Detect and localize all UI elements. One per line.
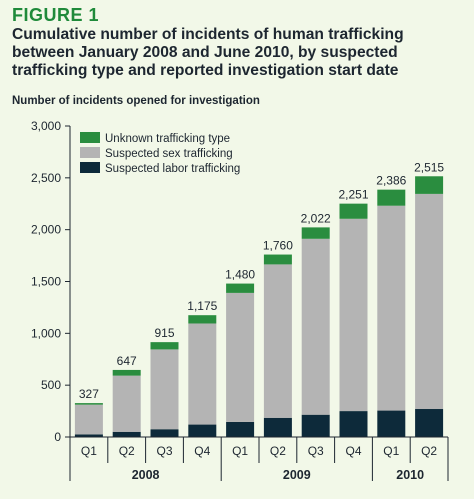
bar-total-label: 2,251: [338, 188, 368, 202]
y-axis-label: Number of incidents opened for investiga…: [12, 95, 260, 107]
bar-segment-unknown: [377, 189, 406, 206]
bar-segment-sex: [415, 193, 444, 410]
y-tick-label: 1,000: [31, 326, 61, 340]
bar-segment-sex: [301, 238, 330, 415]
y-tick-label: 1,500: [31, 275, 61, 289]
bar-segment-unknown: [263, 254, 292, 265]
bar-segment-sex: [150, 349, 179, 430]
chart-svg: Number of incidents opened for investiga…: [12, 95, 449, 482]
legend-label-labor: Suspected labor trafficking: [105, 163, 240, 175]
bar-segment-labor: [415, 409, 444, 437]
bar-total-label: 915: [154, 326, 174, 340]
x-tick-label: Q2: [270, 444, 286, 458]
bar-segment-unknown: [112, 369, 141, 376]
bar-segment-labor: [74, 434, 103, 437]
legend-swatch-labor: [80, 162, 100, 173]
x-tick-label: Q1: [383, 444, 399, 458]
legend-label-sex: Suspected sex trafficking: [105, 148, 233, 160]
bar-segment-labor: [112, 431, 141, 437]
bar-segment-sex: [377, 205, 406, 411]
bar-segment-labor: [263, 417, 292, 437]
bar-total-label: 1,480: [225, 268, 255, 282]
bar-total-label: 2,515: [414, 160, 444, 174]
bar-segment-sex: [74, 404, 103, 435]
x-tick-label: Q2: [119, 444, 135, 458]
x-tick-label: Q4: [194, 444, 210, 458]
y-tick-label: 2,500: [31, 171, 61, 185]
legend-label-unknown: Unknown trafficking type: [105, 133, 230, 145]
bar-segment-unknown: [188, 315, 217, 324]
bar-segment-unknown: [150, 342, 179, 350]
bar-total-label: 2,386: [376, 174, 406, 188]
year-label: 2008: [132, 468, 160, 482]
x-axis: Q1 Q2 Q3 Q4 Q1 Q2 Q3 Q4 Q1 Q2 2008 2009 2010: [69, 436, 449, 482]
year-label: 2009: [283, 468, 311, 482]
bar-segment-labor: [188, 424, 217, 437]
bar-segment-sex: [339, 218, 368, 412]
bar-segment-unknown: [301, 227, 330, 239]
chart: Number of incidents opened for investiga…: [0, 88, 474, 494]
bar-total-label: 327: [79, 387, 99, 401]
y-tick-label: 3,000: [31, 119, 61, 133]
bar-segment-sex: [226, 292, 255, 422]
y-tick-label: 0: [54, 430, 61, 444]
x-tick-label: Q1: [81, 444, 97, 458]
bar-segment-labor: [150, 429, 179, 437]
x-tick-label: Q3: [156, 444, 172, 458]
bar-segment-labor: [377, 410, 406, 437]
legend-swatch-sex: [80, 147, 100, 158]
bar-total-label: 1,175: [187, 299, 217, 313]
bar-segment-sex: [112, 375, 141, 432]
bar-segment-unknown: [74, 403, 103, 405]
bar-total-label: 647: [117, 354, 137, 368]
bars: 327 647 915 1,175 1,480 1,760 2,022 2,251 2,386 2…: [74, 160, 444, 437]
figure-label: FIGURE 1: [12, 5, 100, 25]
y-tick-label: 2,000: [31, 223, 61, 237]
bar-segment-labor: [226, 421, 255, 437]
x-tick-label: Q1: [232, 444, 248, 458]
bar-total-label: 1,760: [263, 239, 293, 253]
legend-swatch-unknown: [80, 132, 100, 143]
bar-segment-unknown: [226, 283, 255, 293]
x-tick-label: Q3: [308, 444, 324, 458]
bar-segment-sex: [263, 264, 292, 418]
y-tick-label: 500: [41, 378, 61, 392]
chart-title: Cumulative number of incidents of human …: [12, 26, 404, 79]
bar-segment-labor: [339, 411, 368, 437]
bar-segment-unknown: [415, 176, 444, 194]
bar-total-label: 2,022: [301, 211, 331, 225]
bar-segment-sex: [188, 323, 217, 425]
bar-segment-labor: [301, 414, 330, 437]
legend: Unknown trafficking type Suspected sex tr…: [80, 132, 240, 175]
x-tick-label: Q2: [421, 444, 437, 458]
x-tick-label: Q4: [345, 444, 361, 458]
y-axis: 0 500 1,000 1,500 2,000 2,500 3,000: [31, 119, 71, 444]
bar-segment-unknown: [339, 203, 368, 219]
year-label: 2010: [396, 468, 424, 482]
